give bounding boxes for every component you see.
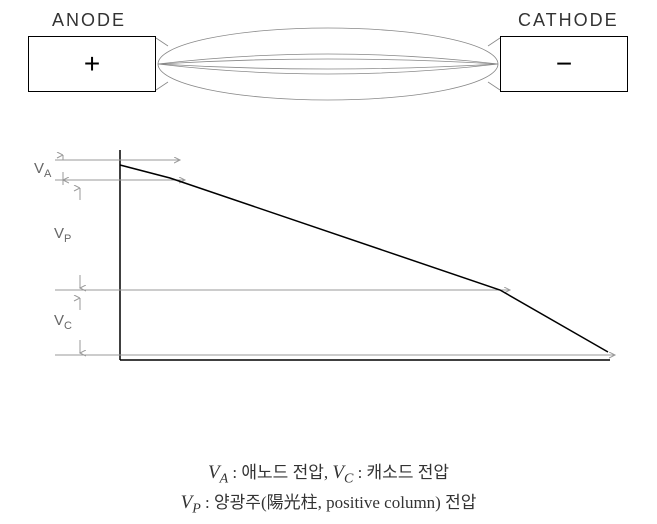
- cap-va-sub: A: [220, 471, 229, 486]
- cap-va-sym: V: [208, 462, 220, 483]
- cap-vp-text: : 양광주(陽光柱, positive column) 전압: [201, 493, 477, 512]
- cap-vc-sym: V: [332, 462, 344, 483]
- cap-vp-sym: V: [181, 492, 193, 513]
- vc-sub: C: [64, 320, 72, 332]
- va-symbol: V: [34, 160, 44, 177]
- va-label: VA: [34, 160, 51, 180]
- voltage-chart: [0, 0, 657, 400]
- vc-label: VC: [54, 312, 72, 332]
- vp-sub: P: [64, 233, 71, 245]
- va-sub: A: [44, 168, 51, 180]
- diagram-container: ANODE CATHODE + −: [0, 0, 657, 524]
- vp-symbol: V: [54, 225, 64, 242]
- caption-line-2: VP : 양광주(陽光柱, positive column) 전압: [0, 488, 657, 517]
- cap-vc-text: : 캐소드 전압: [353, 463, 449, 482]
- vp-label: VP: [54, 225, 71, 245]
- cap-vp-sub: P: [192, 501, 201, 516]
- cap-va-text: : 애노드 전압,: [228, 463, 332, 482]
- vc-symbol: V: [54, 312, 64, 329]
- cap-vc-sub: C: [344, 471, 353, 486]
- caption-line-1: VA : 애노드 전압, VC : 캐소드 전압: [0, 458, 657, 487]
